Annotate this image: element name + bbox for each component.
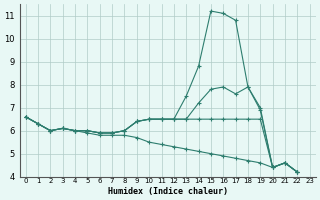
X-axis label: Humidex (Indice chaleur): Humidex (Indice chaleur) bbox=[108, 187, 228, 196]
